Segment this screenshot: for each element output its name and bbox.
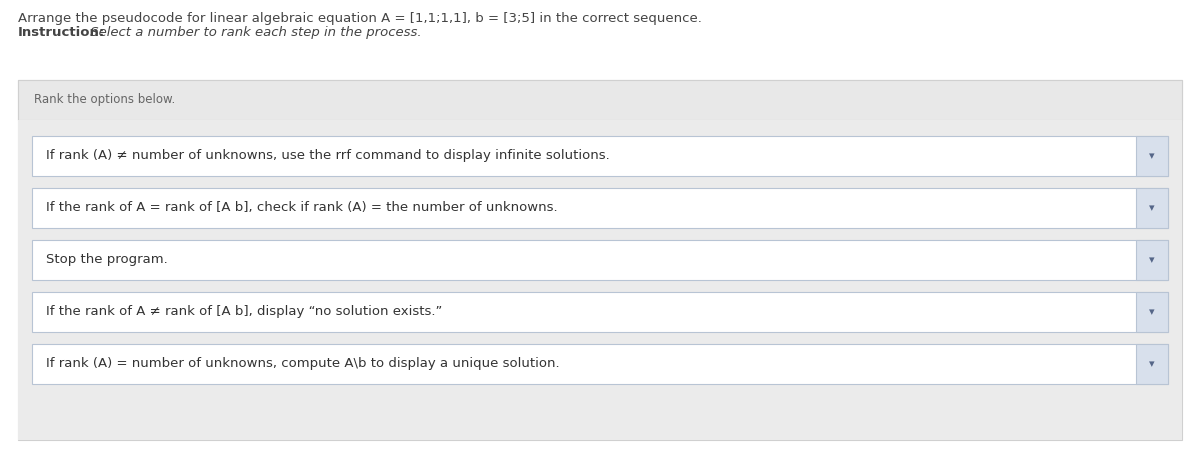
FancyBboxPatch shape — [1136, 292, 1168, 332]
Text: If the rank of A ≠ rank of [A b], display “no solution exists.”: If the rank of A ≠ rank of [A b], displa… — [46, 306, 443, 319]
FancyBboxPatch shape — [32, 292, 1168, 332]
FancyBboxPatch shape — [32, 240, 1168, 280]
Text: Arrange the pseudocode for linear algebraic equation A = [1,1;1,1], b = [3;5] in: Arrange the pseudocode for linear algebr… — [18, 12, 702, 25]
FancyBboxPatch shape — [18, 120, 1182, 440]
Text: Stop the program.: Stop the program. — [46, 253, 168, 266]
FancyBboxPatch shape — [32, 136, 1168, 176]
Text: ▾: ▾ — [1150, 203, 1154, 213]
Text: Instruction:: Instruction: — [18, 26, 106, 39]
FancyBboxPatch shape — [1136, 240, 1168, 280]
Text: Select a number to rank each step in the process.: Select a number to rank each step in the… — [86, 26, 421, 39]
Text: If rank (A) ≠ number of unknowns, use the rrf command to display infinite soluti: If rank (A) ≠ number of unknowns, use th… — [46, 149, 610, 162]
FancyBboxPatch shape — [18, 80, 1182, 440]
Text: ▾: ▾ — [1150, 151, 1154, 161]
FancyBboxPatch shape — [32, 188, 1168, 228]
Text: ▾: ▾ — [1150, 255, 1154, 265]
Text: If rank (A) = number of unknowns, compute A\b to display a unique solution.: If rank (A) = number of unknowns, comput… — [46, 357, 559, 370]
FancyBboxPatch shape — [18, 80, 1182, 120]
Text: ▾: ▾ — [1150, 359, 1154, 369]
FancyBboxPatch shape — [1136, 188, 1168, 228]
FancyBboxPatch shape — [32, 344, 1168, 384]
Text: If the rank of A = rank of [A b], check if rank (A) = the number of unknowns.: If the rank of A = rank of [A b], check … — [46, 202, 558, 215]
FancyBboxPatch shape — [1136, 344, 1168, 384]
FancyBboxPatch shape — [1136, 136, 1168, 176]
Text: ▾: ▾ — [1150, 307, 1154, 317]
Text: Rank the options below.: Rank the options below. — [34, 94, 175, 107]
